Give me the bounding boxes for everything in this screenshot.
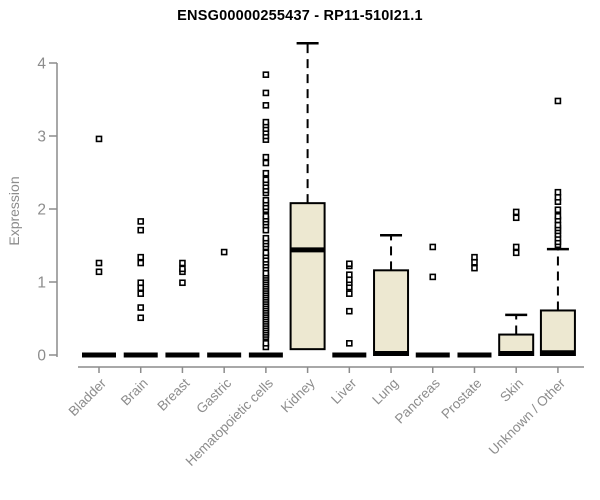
- y-tick-label: 4: [37, 56, 46, 73]
- outlier-point: [137, 218, 145, 225]
- box-kidney: [289, 202, 326, 351]
- outlier-point: [429, 273, 437, 281]
- outlier-point: [262, 159, 270, 167]
- outlier-point: [346, 290, 353, 297]
- box-lung: [373, 269, 410, 357]
- y-tick-label: 2: [37, 202, 46, 219]
- outlier-point: [471, 253, 478, 261]
- outlier-point: [346, 307, 353, 315]
- outlier-point: [262, 169, 270, 177]
- collapsed-box: [248, 352, 283, 358]
- y-tick-label: 1: [37, 275, 46, 292]
- outlier-point: [262, 71, 270, 78]
- outlier-point: [95, 135, 103, 143]
- outlier-point: [262, 213, 270, 220]
- outlier-point: [346, 340, 353, 347]
- outlier-point: [137, 279, 145, 287]
- outlier-point: [512, 214, 520, 222]
- outlier-point: [471, 258, 478, 266]
- outlier-point: [346, 271, 353, 279]
- x-category-label: Liver: [328, 375, 360, 407]
- chart-title: ENSG00000255437 - RP11-510I21.1: [177, 8, 423, 24]
- outlier-point: [179, 279, 186, 287]
- outlier-point: [137, 304, 145, 311]
- collapsed-box: [332, 352, 367, 358]
- x-category-label: Unknown / Other: [486, 375, 569, 458]
- collapsed-box: [165, 352, 200, 358]
- x-category-label: Kidney: [278, 375, 318, 415]
- outlier-point: [554, 221, 562, 229]
- x-category-label: Gastric: [193, 375, 234, 416]
- outlier-point: [137, 226, 145, 234]
- outlier-point: [262, 226, 270, 234]
- outlier-point: [512, 249, 520, 257]
- y-tick-label: 3: [37, 129, 46, 146]
- collapsed-box: [82, 352, 116, 358]
- outlier-point: [554, 213, 562, 220]
- collapsed-box: [457, 352, 492, 358]
- x-category-label: Prostate: [438, 376, 484, 422]
- outlier-point: [95, 259, 103, 267]
- outlier-point: [262, 234, 270, 242]
- outlier-point: [346, 260, 353, 268]
- outlier-point: [137, 314, 145, 322]
- outlier-point: [262, 176, 270, 184]
- outlier-point: [262, 89, 270, 97]
- outlier-point: [471, 264, 478, 272]
- x-category-label: Skin: [497, 376, 526, 405]
- outlier-point: [137, 284, 145, 292]
- outlier-point: [512, 208, 520, 216]
- collapsed-box: [123, 352, 158, 358]
- outlier-point: [262, 196, 270, 204]
- outlier-point: [137, 253, 145, 261]
- outlier-point: [137, 259, 145, 267]
- box-unknown-other: [539, 309, 576, 356]
- outlier-point: [346, 276, 353, 284]
- x-category-label: Breast: [154, 375, 192, 413]
- outlier-point: [95, 268, 103, 276]
- outlier-point: [262, 153, 270, 161]
- outlier-point: [262, 118, 270, 126]
- x-category-label: Lung: [369, 376, 401, 408]
- outlier-point: [262, 340, 270, 347]
- outlier-point: [220, 248, 228, 256]
- outlier-point: [137, 290, 145, 297]
- x-category-label: Bladder: [66, 375, 110, 419]
- outlier-point: [554, 188, 562, 196]
- outlier-point: [554, 206, 562, 214]
- outlier-point: [429, 243, 437, 251]
- outlier-point: [262, 269, 270, 277]
- y-tick-label: 0: [37, 348, 46, 365]
- outlier-point: [179, 265, 186, 273]
- outlier-point: [554, 194, 562, 201]
- outlier-point: [262, 102, 270, 109]
- x-category-label: Pancreas: [392, 375, 443, 426]
- outlier-point: [179, 259, 186, 267]
- y-axis-title: Expression: [6, 176, 22, 246]
- outlier-point: [512, 243, 520, 251]
- collapsed-box: [207, 352, 242, 358]
- x-category-label: Brain: [118, 376, 151, 409]
- collapsed-box: [415, 352, 450, 358]
- outlier-point: [554, 97, 562, 105]
- outlier-point: [262, 249, 270, 257]
